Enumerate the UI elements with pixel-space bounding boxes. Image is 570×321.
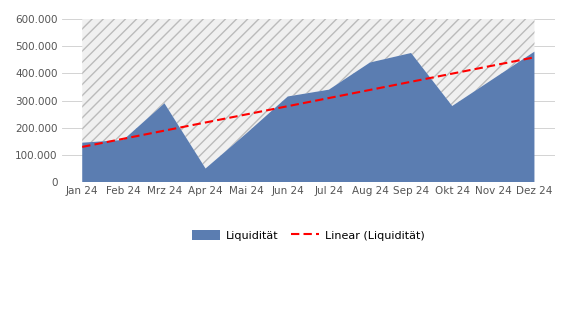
- Legend: Liquidität, Linear (Liquidität): Liquidität, Linear (Liquidität): [188, 225, 429, 245]
